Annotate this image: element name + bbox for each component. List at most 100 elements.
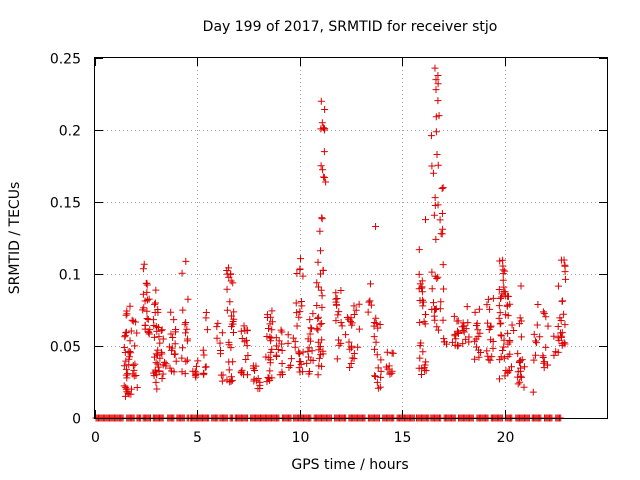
data-point [539, 308, 547, 316]
data-point [439, 316, 447, 324]
data-point [385, 362, 393, 370]
data-point [364, 308, 372, 316]
data-point [166, 364, 174, 372]
data-points [92, 64, 570, 422]
data-point [438, 184, 446, 192]
data-point [504, 329, 512, 337]
data-point [144, 328, 152, 336]
data-point [225, 366, 233, 374]
data-point [416, 280, 424, 288]
data-point [475, 305, 483, 313]
data-point [199, 346, 207, 354]
y-tick-label: 0.05 [50, 340, 81, 356]
data-point [431, 316, 439, 324]
data-point [507, 363, 515, 371]
data-point [307, 324, 315, 332]
data-point [463, 303, 471, 311]
data-point [120, 362, 128, 370]
data-point [489, 344, 497, 352]
data-point [506, 336, 514, 344]
data-point [514, 380, 522, 388]
data-point [122, 311, 130, 319]
data-point [287, 355, 295, 363]
data-point [152, 322, 160, 330]
data-point [433, 323, 441, 331]
data-point [440, 335, 448, 343]
data-point [178, 344, 186, 352]
data-point [309, 356, 317, 364]
data-point [170, 368, 178, 376]
data-point [345, 315, 353, 323]
data-point [315, 354, 323, 362]
data-point [179, 306, 187, 314]
data-point [562, 275, 570, 283]
data-point [540, 359, 548, 367]
data-point [434, 201, 442, 209]
data-point [154, 363, 162, 371]
data-point [459, 340, 467, 348]
data-point [297, 360, 305, 368]
data-point [550, 332, 558, 340]
data-point [372, 314, 380, 322]
data-point [475, 346, 483, 354]
data-point [484, 319, 492, 327]
data-point [439, 184, 447, 192]
data-point [313, 325, 321, 333]
data-point [451, 330, 459, 338]
data-point [459, 326, 467, 334]
data-point [304, 347, 312, 355]
chart-title: Day 199 of 2017, SRMTID for receiver stj… [203, 19, 498, 35]
data-point [318, 292, 326, 300]
data-point [374, 324, 382, 332]
data-point [127, 390, 135, 398]
data-point [284, 339, 292, 347]
data-point [504, 312, 512, 320]
data-point [542, 313, 550, 321]
data-point [383, 348, 391, 356]
y-tick-label: 0.25 [50, 52, 81, 68]
data-point [316, 320, 324, 328]
data-point [184, 295, 192, 303]
data-point [355, 325, 363, 333]
data-point [317, 162, 325, 170]
data-point [223, 285, 231, 293]
data-point [346, 345, 354, 353]
data-point [170, 316, 178, 324]
data-point [333, 355, 341, 363]
y-tick-label: 0.15 [50, 196, 81, 212]
data-point [308, 347, 316, 355]
data-point [267, 348, 275, 356]
data-point [495, 302, 503, 310]
data-point [500, 343, 508, 351]
data-point [167, 308, 175, 316]
data-point [365, 298, 373, 306]
data-point [419, 302, 427, 310]
data-point [262, 353, 270, 361]
data-point [436, 305, 444, 313]
data-point [278, 360, 286, 368]
data-point [183, 356, 191, 364]
data-point [542, 343, 550, 351]
data-point [273, 342, 281, 350]
data-point [471, 355, 479, 363]
data-point [126, 302, 134, 310]
data-point [508, 321, 516, 329]
data-point [517, 317, 525, 325]
data-point [452, 335, 460, 343]
data-point [314, 326, 322, 334]
data-point [295, 313, 303, 321]
data-point [264, 325, 272, 333]
data-point [266, 333, 274, 341]
data-point [497, 319, 505, 327]
data-point [309, 310, 317, 318]
data-point [342, 331, 350, 339]
data-point [278, 340, 286, 348]
data-point [366, 297, 374, 305]
data-point [337, 287, 345, 295]
data-point [292, 299, 300, 307]
data-point [430, 312, 438, 320]
data-point [434, 161, 442, 169]
data-point [320, 126, 328, 134]
data-point [214, 319, 222, 327]
data-point [346, 364, 354, 372]
